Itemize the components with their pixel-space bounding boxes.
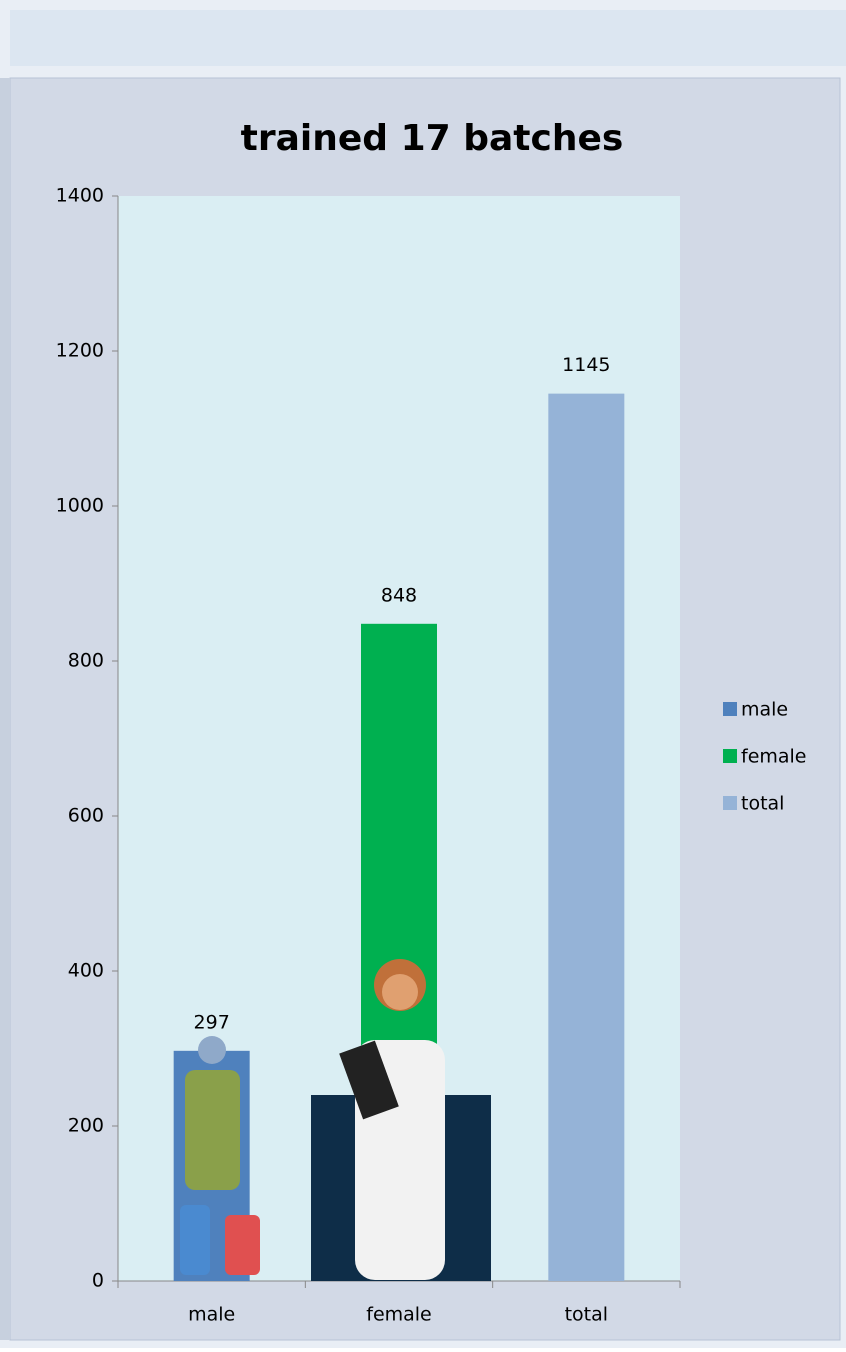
chart-title: trained 17 batches	[241, 118, 624, 159]
y-tick-label: 200	[68, 1115, 104, 1137]
y-tick-label: 1200	[56, 340, 104, 362]
legend-label: female	[741, 746, 807, 768]
header-band	[10, 10, 846, 66]
data-label: 297	[194, 1011, 230, 1033]
x-tick-label: total	[565, 1304, 608, 1326]
y-tick-label: 600	[68, 805, 104, 827]
clip-art	[180, 1205, 210, 1275]
legend-swatch	[723, 749, 737, 763]
y-tick-label: 0	[92, 1270, 104, 1292]
legend-label: total	[741, 793, 784, 815]
data-label: 1145	[562, 354, 610, 376]
legend-swatch	[723, 702, 737, 716]
chart: trained 17 batches 0 200 400 600 800 1000 1200…	[0, 0, 846, 1348]
y-tick-label: 800	[68, 650, 104, 672]
side-strip	[0, 78, 10, 1340]
clip-art	[382, 974, 418, 1010]
page: trained 17 batches 0 200 400 600 800 1000 1200…	[0, 0, 846, 1348]
clip-art	[225, 1215, 260, 1275]
legend-label: male	[741, 699, 788, 721]
clip-art	[198, 1036, 226, 1064]
x-tick-label: male	[188, 1304, 235, 1326]
y-tick-label: 1000	[56, 495, 104, 517]
data-label: 848	[381, 584, 417, 606]
bar	[548, 394, 624, 1281]
clip-art	[185, 1070, 240, 1190]
y-tick-label: 400	[68, 960, 104, 982]
legend-swatch	[723, 796, 737, 810]
y-tick-label: 1400	[56, 185, 104, 207]
x-tick-label: female	[366, 1304, 432, 1326]
